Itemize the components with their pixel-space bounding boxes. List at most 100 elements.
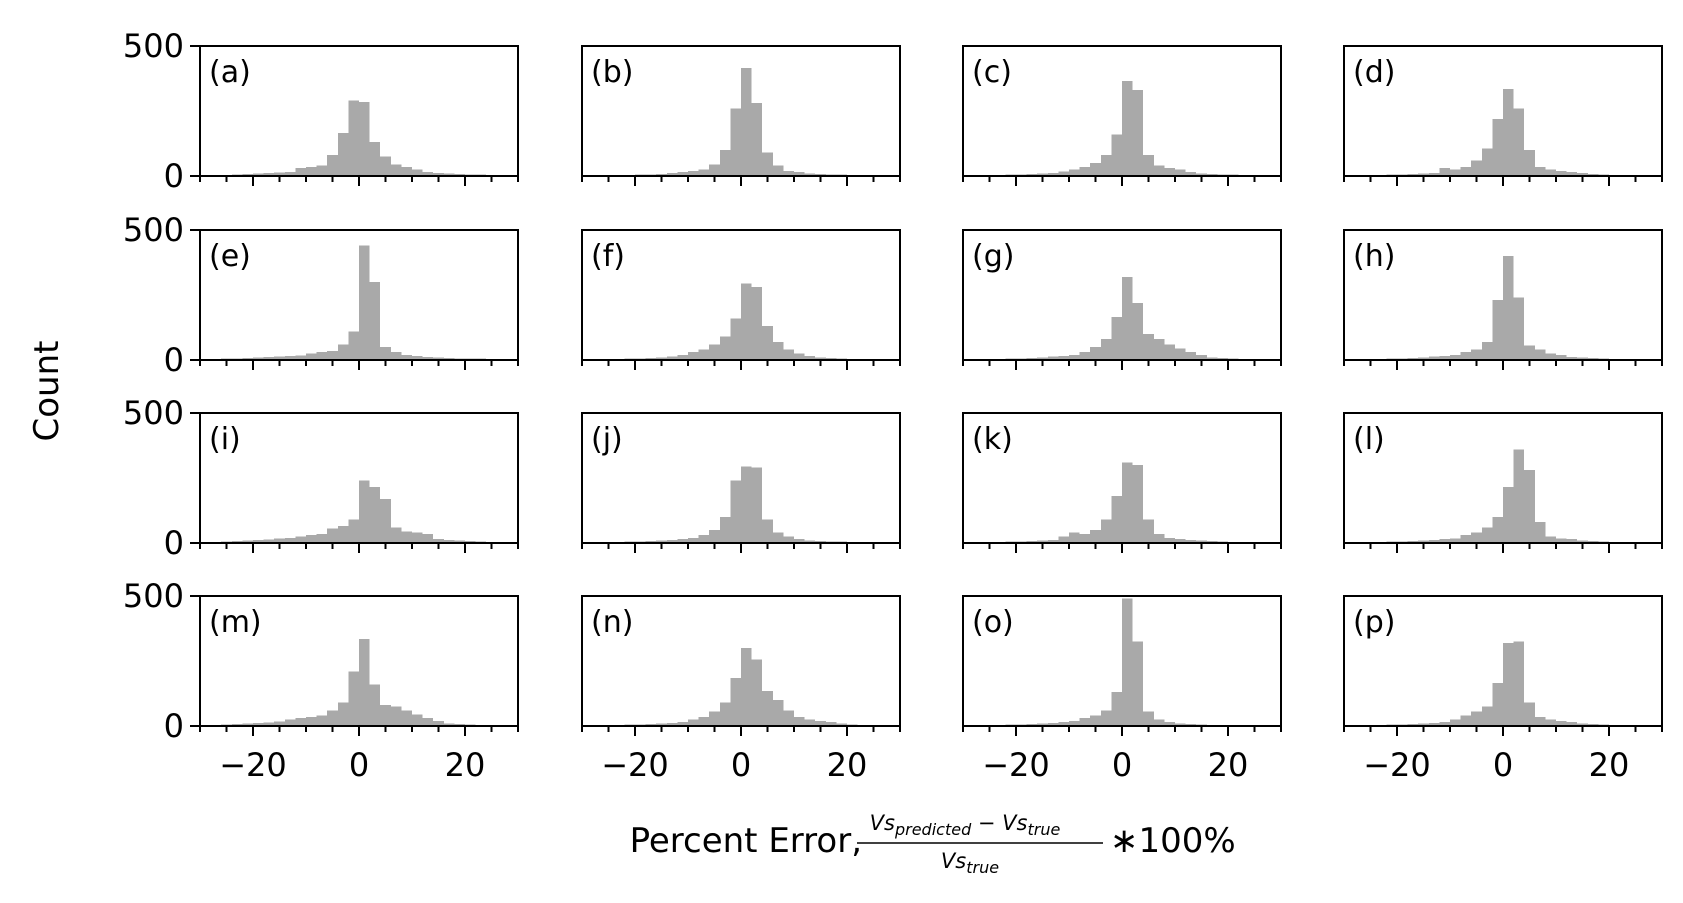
histogram-bar (1418, 357, 1429, 360)
numerator-minus: − (971, 811, 1002, 835)
histogram-bar (1545, 169, 1556, 176)
histogram-bar (1026, 173, 1038, 176)
histogram-bar (1026, 540, 1038, 543)
panel-label: (n) (591, 605, 633, 640)
histogram-bar (656, 723, 667, 726)
histogram-bar (433, 720, 444, 726)
histogram-bar (1492, 300, 1503, 360)
x-tick-label: −20 (601, 746, 669, 784)
panels-group: 0 500 (a) (b) (c) (d) 0 500 (e) (f) (g) (h) 0 500 (i) (… (123, 27, 1663, 784)
histogram-bar (433, 357, 444, 360)
histogram-bar (804, 719, 816, 726)
histogram-bar (1524, 345, 1535, 360)
histogram-bar (1090, 163, 1101, 176)
histogram-bar (1513, 641, 1525, 726)
histogram-bar (1418, 723, 1429, 726)
histogram-bar (1058, 171, 1069, 176)
panel-label: (p) (1353, 605, 1395, 640)
histogram-bar (1513, 108, 1525, 176)
panel-label: (e) (209, 239, 251, 274)
histogram-bar (390, 164, 402, 176)
histogram-bar (1047, 356, 1059, 360)
histogram-bar (1503, 88, 1514, 176)
histogram-bar (348, 671, 359, 726)
histogram-bar (815, 173, 826, 176)
histogram-bar (741, 648, 752, 726)
histogram-bar (1428, 356, 1440, 360)
histogram-bar (316, 533, 328, 543)
histogram-bar (1407, 357, 1419, 360)
histogram-bar (1587, 723, 1599, 726)
panel-label: (j) (591, 422, 623, 457)
histogram-bar (1577, 172, 1588, 176)
histogram-bar (741, 466, 752, 543)
histogram-bar (348, 519, 359, 543)
histogram-bar (380, 705, 391, 726)
histogram-bar (1471, 349, 1482, 360)
histogram-bar (804, 356, 816, 360)
x-axis-title-suffix: ∗100% (1110, 821, 1236, 861)
histogram-bar (295, 168, 306, 176)
histogram-bar (1566, 539, 1578, 543)
histogram-bar (1079, 533, 1091, 543)
histogram-bar (1175, 539, 1186, 543)
histogram-bar (1481, 527, 1493, 543)
histogram-bar (1577, 357, 1588, 360)
histogram-bar (412, 356, 423, 360)
histogram-bar (1492, 683, 1503, 726)
histogram-bar (253, 357, 264, 360)
histogram-bar (1471, 711, 1482, 726)
y-tick-label: 500 (123, 577, 184, 615)
histogram-bar (1164, 344, 1175, 360)
histogram-bar (783, 349, 794, 360)
histogram-bar (1534, 166, 1546, 176)
histogram-bar (666, 356, 678, 360)
histogram-bar (390, 352, 402, 360)
histogram-bar (295, 536, 306, 543)
histogram-bar (306, 535, 317, 543)
histogram-bar (1132, 90, 1144, 176)
histogram-bar (815, 540, 826, 543)
panel-label: (f) (591, 239, 625, 274)
histogram-bar (794, 353, 805, 360)
x-axis-title-numerator: Vspredicted − Vstrue (870, 811, 1061, 839)
histogram-bar (762, 152, 773, 176)
histogram-bar (253, 173, 264, 176)
histogram-bar (1587, 173, 1599, 176)
y-tick-label: 0 (164, 341, 184, 379)
histogram-bar (359, 245, 370, 360)
panel-label: (d) (1353, 55, 1395, 90)
histogram-bar (1206, 540, 1218, 543)
histogram-bar (1556, 354, 1567, 360)
histogram-bar (772, 341, 784, 360)
histogram-bar (815, 357, 826, 360)
histogram-bar (677, 539, 688, 543)
histogram-bar (1418, 173, 1429, 176)
denominator-sub-true: true (966, 858, 999, 877)
histogram-bar (1545, 536, 1556, 543)
histogram-bar (1481, 706, 1493, 726)
histogram-bar (1122, 276, 1133, 360)
histogram-bar (306, 166, 317, 176)
histogram-bar (656, 357, 667, 360)
histogram-bar (1143, 519, 1154, 543)
histogram-bar (1524, 470, 1535, 543)
histogram-bar (337, 526, 349, 543)
x-tick-label: 20 (827, 746, 868, 784)
histogram-panel: (b) (581, 45, 901, 186)
histogram-bar (1556, 538, 1567, 543)
x-axis-title: Percent Error, Vspredicted − Vstrue Vstr… (630, 811, 1236, 877)
histogram-bar (741, 68, 752, 176)
histogram-bar (751, 287, 763, 360)
histogram-panel: −20 0 20 (n) (581, 595, 901, 784)
numerator-vs-true: Vs (1002, 811, 1027, 835)
histogram-bar (316, 165, 328, 176)
histogram-bar (465, 540, 476, 543)
histogram-bar (1069, 354, 1080, 360)
histogram-bar (1069, 169, 1080, 176)
histogram-bar (794, 172, 805, 176)
histogram-bar (1206, 173, 1218, 176)
histogram-bar (730, 108, 741, 176)
histogram-bar (422, 356, 434, 360)
histogram-bar (698, 169, 710, 176)
